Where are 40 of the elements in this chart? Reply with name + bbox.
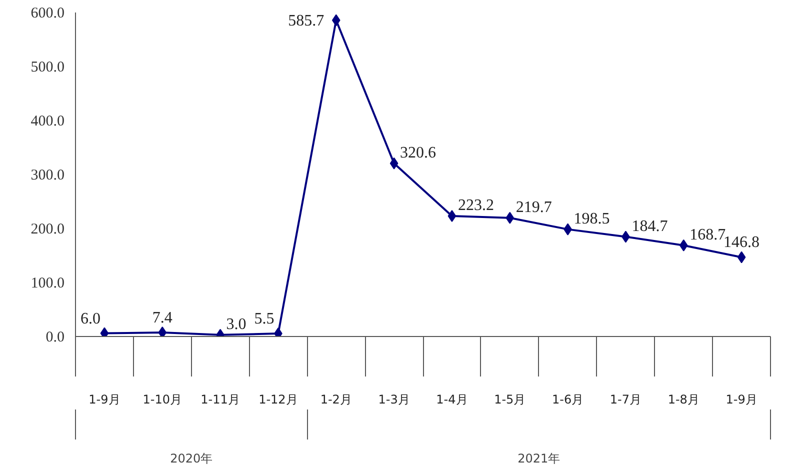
data-label: 168.7 (690, 226, 726, 244)
x-tick-label: 1-10月 (142, 392, 182, 406)
point (737, 251, 746, 264)
point (158, 326, 167, 336)
data-label: 219.7 (516, 198, 552, 216)
data-label: 320.6 (400, 144, 436, 162)
x-tick-label: 1-3月 (378, 392, 410, 406)
x-tick-label: 1-5月 (494, 392, 526, 406)
x-tick-label: 1-11月 (200, 392, 240, 406)
y-tick-label: 100.0 (30, 276, 64, 292)
x-tick-label: 1-7月 (610, 392, 642, 406)
x-tick-label: 1-12月 (258, 392, 298, 406)
y-tick-label: 400.0 (30, 114, 64, 130)
x-tick-label: 1-8月 (668, 392, 700, 406)
data-label: 7.4 (152, 310, 172, 327)
point (448, 210, 456, 222)
x-tick-label: 1-6月 (552, 392, 584, 406)
x-tick-label: 1-2月 (320, 392, 352, 406)
point (679, 239, 688, 252)
data-label: 3.0 (226, 316, 246, 333)
text: 2021年 (518, 452, 560, 466)
data-label: 198.5 (574, 210, 610, 228)
point (390, 157, 398, 170)
y-tick-label: 600.0 (30, 6, 64, 22)
x-tick-label: 1-9月 (88, 392, 120, 406)
point (332, 14, 340, 26)
data-label: 223.2 (458, 196, 494, 214)
data-label: 5.5 (254, 310, 274, 328)
x-tick-label: 1-4月 (436, 392, 468, 406)
data-label: 184.7 (632, 218, 668, 235)
y-tick-label: 300.0 (30, 168, 64, 184)
text: 2020年 (170, 452, 213, 466)
point (506, 212, 514, 224)
data-label: 585.7 (288, 12, 324, 30)
data-label: 146.8 (724, 234, 760, 252)
y-tick-label: 0.0 (46, 330, 64, 346)
y-tick-label: 500.0 (30, 60, 64, 76)
y-tick-label: 200.0 (30, 222, 64, 238)
x-tick-label: 1-9月 (726, 392, 758, 406)
data-label: 6.0 (80, 310, 100, 328)
